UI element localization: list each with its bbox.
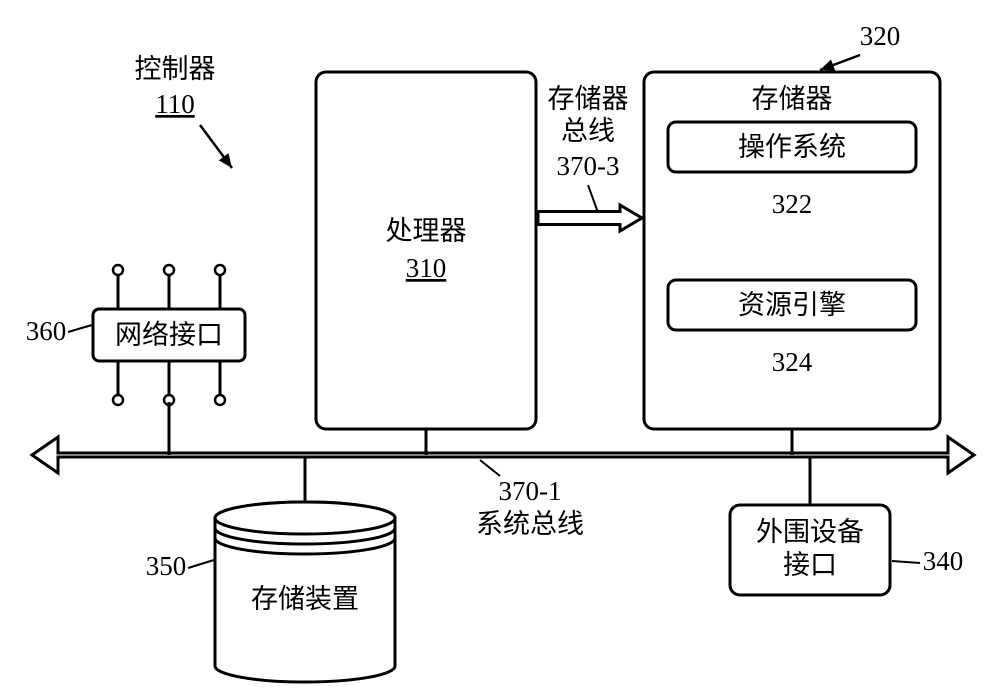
memory-item-1-num: 324: [772, 347, 813, 377]
system-bus: [32, 437, 974, 473]
storage-label: 存储装置: [251, 584, 359, 614]
memory-ref-num: 320: [860, 21, 901, 51]
memory-item-0-num: 322: [772, 189, 813, 219]
system-bus-label: 系统总线: [476, 509, 584, 539]
memory-bus-num: 370-3: [557, 151, 620, 181]
memory-item-1-label: 资源引擎: [738, 290, 846, 320]
memory-item-0-label: 操作系统: [738, 132, 846, 162]
controller-label: 控制器: [135, 54, 216, 84]
storage-num: 350: [146, 551, 187, 581]
network-if-num: 360: [26, 316, 67, 346]
peripheral-if-label-2: 接口: [783, 550, 837, 580]
memory-title: 存储器: [752, 84, 833, 114]
controller-num: 110: [155, 89, 195, 119]
processor-label: 处理器: [386, 216, 467, 246]
peripheral-if-num: 340: [923, 546, 964, 576]
memory-bus-arrow: [538, 205, 642, 231]
system-bus-num: 370-1: [499, 476, 562, 506]
network-if-label: 网络接口: [115, 320, 223, 350]
memory-bus-label-1: 存储器: [548, 84, 629, 114]
block-diagram: 370-1系统总线处理器310存储器操作系统322资源引擎324320存储器总线…: [0, 0, 1000, 696]
memory-bus-label-2: 总线: [561, 116, 615, 146]
peripheral-if-label-1: 外围设备: [756, 517, 864, 547]
processor-num: 310: [406, 253, 447, 283]
